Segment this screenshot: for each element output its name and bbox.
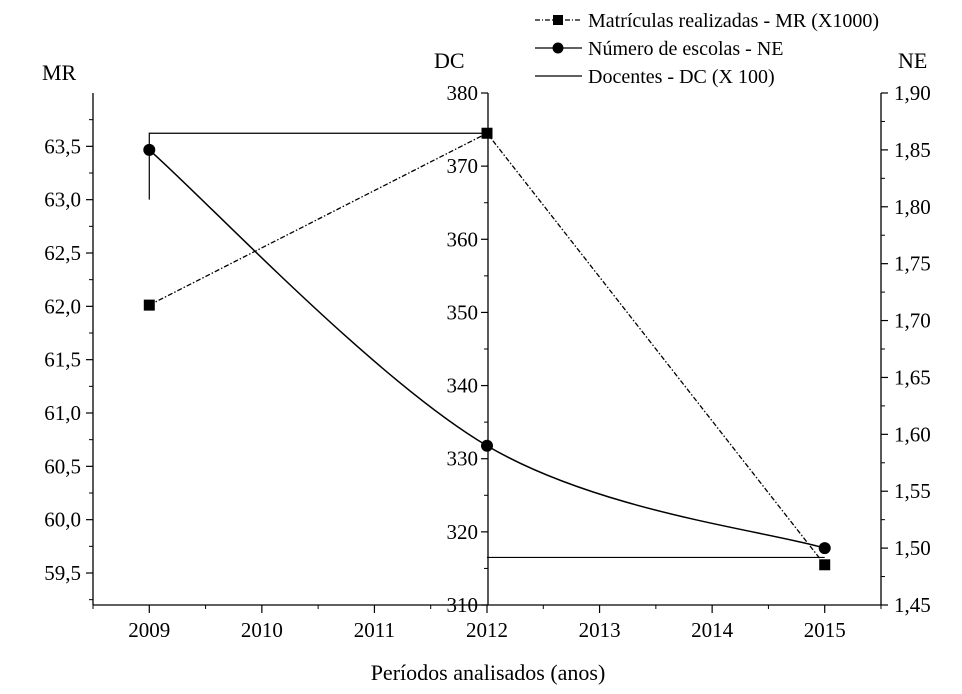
left-axis-tick-label: 62,0 — [44, 294, 81, 318]
x-axis-tick-label: 2014 — [691, 618, 734, 642]
left-axis-tick-label: 63,5 — [44, 134, 81, 158]
left-axis-tick-label: 60,5 — [44, 454, 81, 478]
middle-axis-tick-label: 330 — [447, 447, 479, 471]
x-axis-tick-label: 2011 — [354, 618, 395, 642]
series-point-ne — [818, 542, 831, 555]
x-axis-tick-label: 2009 — [128, 618, 170, 642]
right-axis-tick-label: 1,90 — [894, 81, 931, 105]
legend-label-ne: Número de escolas - NE — [588, 38, 784, 60]
right-axis-tick-label: 1,45 — [894, 593, 931, 617]
middle-axis-tick-label: 310 — [447, 593, 479, 617]
legend-label-mr: Matrículas realizadas - MR (X1000) — [588, 10, 879, 32]
right-axis-tick-label: 1,55 — [894, 479, 931, 503]
x-axis-title: Períodos analisados (anos) — [371, 660, 606, 685]
right-axis-tick-label: 1,75 — [894, 252, 931, 276]
right-axis-title: NE — [898, 48, 927, 73]
middle-axis-tick-label: 320 — [447, 520, 479, 544]
series-point-mr — [481, 127, 493, 139]
right-axis-tick-label: 1,70 — [894, 309, 931, 333]
legend-item-dc: Docentes - DC (X 100) — [535, 66, 775, 88]
middle-axis-tick-label: 350 — [447, 300, 479, 324]
middle-axis-tick-label: 380 — [447, 81, 479, 105]
middle-axis-tick-label: 340 — [447, 374, 479, 398]
left-axis-tick-label: 61,5 — [44, 348, 81, 372]
series-point-mr — [143, 299, 155, 311]
legend-label-dc: Docentes - DC (X 100) — [588, 66, 775, 88]
legend-item-mr: Matrículas realizadas - MR (X1000) — [535, 10, 879, 32]
legend-marker-circle — [552, 42, 564, 54]
right-axis-tick-label: 1,65 — [894, 365, 931, 389]
right-axis-tick-label: 1,50 — [894, 536, 931, 560]
series-line-ne — [148, 149, 825, 549]
x-axis-tick-label: 2015 — [804, 618, 846, 642]
legend: Matrículas realizadas - MR (X1000) Númer… — [535, 10, 879, 88]
right-axis-tick-label: 1,60 — [894, 422, 931, 446]
middle-axis-title: DC — [434, 48, 465, 73]
series-point-mr — [819, 559, 831, 571]
right-axis-tick-label: 1,80 — [894, 195, 931, 219]
right-axis-tick-label: 1,85 — [894, 138, 931, 162]
left-axis-tick-label: 59,5 — [44, 561, 81, 585]
legend-item-ne: Número de escolas - NE — [535, 38, 784, 60]
left-axis-tick-label: 62,5 — [44, 241, 81, 265]
series — [143, 127, 831, 571]
x-axis-tick-label: 2013 — [579, 618, 621, 642]
series-point-ne — [481, 439, 493, 452]
legend-marker-square — [553, 15, 563, 25]
series-point-ne — [143, 143, 156, 156]
axes: 59,5 60,0 60,5 61,0 61,5 62,0 62,5 63,0 63,5 310 3… — [44, 81, 931, 642]
left-axis-title: MR — [42, 60, 77, 85]
left-axis-tick-label: 63,0 — [44, 188, 81, 212]
series-line-dc — [148, 132, 825, 559]
x-axis-tick-label: 2012 — [466, 618, 508, 642]
left-axis-tick-label: 61,0 — [44, 401, 81, 425]
middle-axis-tick-label: 360 — [447, 227, 479, 251]
middle-axis-tick-label: 370 — [447, 154, 479, 178]
x-axis-tick-label: 2010 — [241, 618, 283, 642]
left-axis-tick-label: 60,0 — [44, 508, 81, 532]
